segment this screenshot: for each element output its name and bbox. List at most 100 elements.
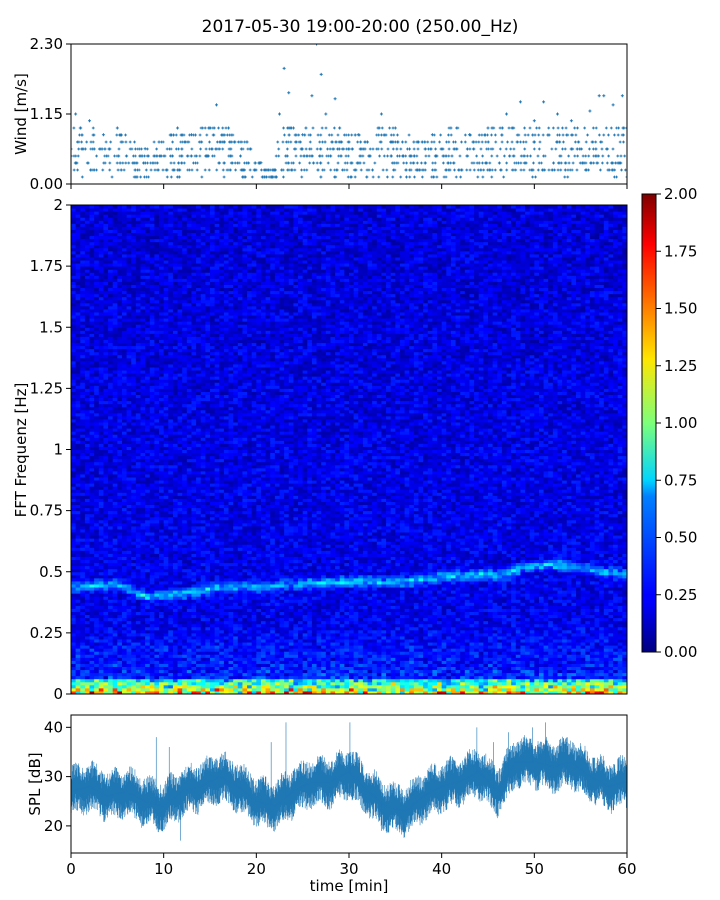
spectrogram-cell xyxy=(140,577,146,582)
wind-point xyxy=(457,168,460,172)
spectrogram-cell xyxy=(163,305,169,310)
spectrogram-cell xyxy=(145,211,151,215)
wind-point xyxy=(392,133,396,137)
spectrogram-cell xyxy=(84,437,91,441)
spectrogram-cell xyxy=(126,590,132,594)
spectrogram-cell xyxy=(163,571,169,576)
spectrogram-cell xyxy=(126,504,132,509)
wind-point xyxy=(591,126,595,130)
spectrogram-cell xyxy=(154,525,160,530)
spectrogram-cell xyxy=(172,406,179,411)
spectrogram-cell xyxy=(89,522,95,527)
spectrogram-cell xyxy=(94,544,100,548)
wind-point xyxy=(391,147,395,151)
spectrogram-cell xyxy=(89,260,95,264)
spectrogram-cell xyxy=(168,629,174,634)
spectrogram-cell xyxy=(163,587,169,591)
spectrogram-cell xyxy=(89,345,95,350)
spectrogram-cell xyxy=(126,681,132,686)
spectrogram-cell xyxy=(140,330,146,334)
spectrogram-cell xyxy=(121,302,128,307)
spectrogram-cell xyxy=(126,651,132,655)
spectrogram-cell xyxy=(126,486,132,490)
spectrogram-cell xyxy=(168,565,174,570)
spectrogram-cell xyxy=(89,611,95,616)
spectrogram-cell xyxy=(80,623,86,628)
spectrogram-cell xyxy=(94,541,100,545)
wind-point xyxy=(587,154,591,158)
spectrogram-cell xyxy=(75,260,81,264)
wind-point xyxy=(383,133,387,137)
wind-point xyxy=(500,140,504,144)
spectrogram-cell xyxy=(159,587,165,591)
spectrogram-cell xyxy=(108,217,114,221)
spectrogram-cell xyxy=(98,217,104,221)
spectrogram-cell xyxy=(159,348,165,353)
spectrogram-cell xyxy=(172,425,179,429)
spectrogram-cell xyxy=(154,608,160,612)
spectrogram-cell xyxy=(71,452,77,457)
spectrogram-cell xyxy=(149,385,155,389)
wind-point xyxy=(499,168,503,172)
spectrogram-cell xyxy=(94,559,100,564)
spectrogram-cell xyxy=(145,348,151,353)
spectrogram-cell xyxy=(84,406,91,411)
spectrogram-cell xyxy=(154,547,160,551)
spectrogram-cell xyxy=(98,470,104,475)
spectrogram-cell xyxy=(112,226,118,230)
spectrogram-cell xyxy=(80,535,86,539)
spectrogram-cell xyxy=(112,489,118,493)
spectrogram-cell xyxy=(80,366,86,371)
spectrogram-cell xyxy=(140,455,146,460)
spectrogram-cell xyxy=(80,311,86,316)
spectrogram-cell xyxy=(163,217,169,221)
spectrogram-cell xyxy=(177,504,183,509)
spectrogram-cell xyxy=(154,226,160,230)
spectrogram-cell xyxy=(168,626,174,631)
spectrogram-cell xyxy=(168,220,174,224)
spectrogram-cell xyxy=(172,553,179,557)
spectrogram-cell xyxy=(84,376,91,380)
spectrogram-cell xyxy=(177,281,183,285)
spectrogram-cell xyxy=(172,477,179,481)
spectrogram-cell xyxy=(145,541,151,545)
spectrogram-cell xyxy=(108,483,114,487)
spectrogram-cell xyxy=(159,357,165,362)
spectrogram-cell xyxy=(103,260,109,264)
spectrogram-cell xyxy=(168,379,174,383)
wind-point xyxy=(386,154,389,158)
spectrogram-cell xyxy=(159,660,165,664)
spectrogram-cell xyxy=(172,470,179,475)
spectrogram-cell xyxy=(154,461,160,466)
spectrogram-cell xyxy=(140,281,146,285)
wind-point xyxy=(537,126,541,130)
wind-point xyxy=(80,140,83,144)
spectrogram-cell xyxy=(163,330,169,334)
wind-point xyxy=(581,154,585,158)
spectrogram-cell xyxy=(177,541,183,545)
spectrogram-cell xyxy=(75,565,81,570)
spectrogram-cell xyxy=(112,645,118,649)
spectrogram-cell xyxy=(135,220,141,224)
wind-point xyxy=(76,154,80,158)
wind-point xyxy=(285,147,289,151)
spectrogram-cell xyxy=(159,327,165,331)
spectrogram-cell xyxy=(71,293,77,298)
spectrogram-cell xyxy=(112,654,118,658)
spectrogram-cell xyxy=(159,461,165,466)
spectrogram-cell xyxy=(131,483,137,487)
spectrogram-cell xyxy=(154,305,160,310)
spectrogram-cell xyxy=(163,284,169,289)
spectrogram-cell xyxy=(80,391,86,395)
spectrogram-cell xyxy=(154,421,160,426)
wind-point xyxy=(524,140,528,144)
spectrogram-cell xyxy=(71,648,77,652)
spectrogram-cell xyxy=(89,333,95,337)
spectrogram-cell xyxy=(94,553,100,557)
spectrogram-cell xyxy=(117,510,123,515)
spectrogram-cell xyxy=(163,406,169,411)
spectrogram-cell xyxy=(145,651,151,655)
spectrogram-cell xyxy=(172,229,179,234)
spectrogram-cell xyxy=(140,611,146,616)
spectrogram-cell xyxy=(112,651,118,655)
